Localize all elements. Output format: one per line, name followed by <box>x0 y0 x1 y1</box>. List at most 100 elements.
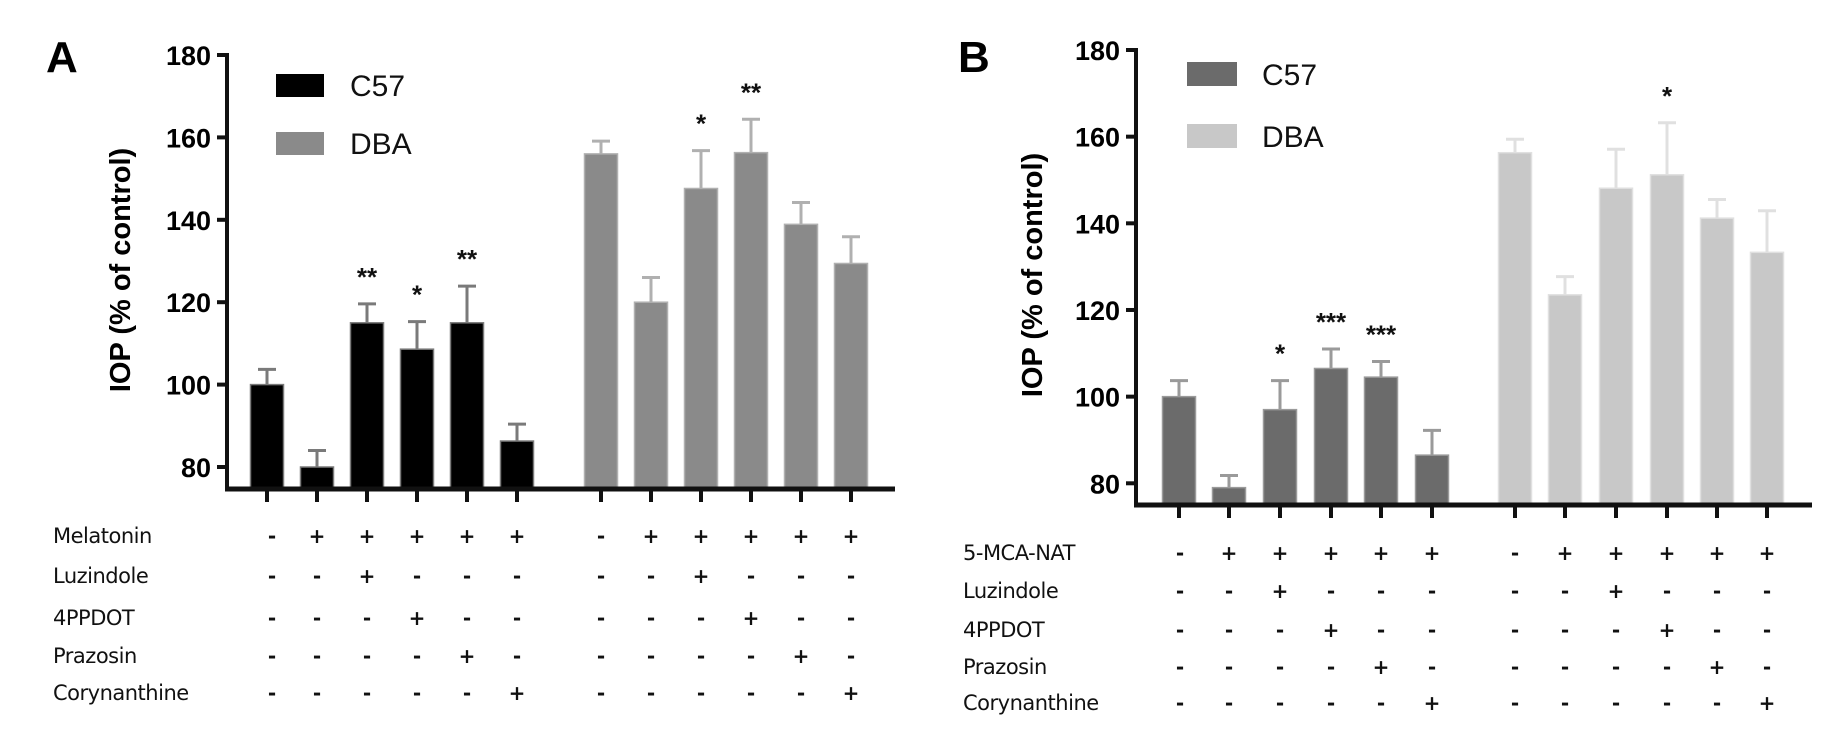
minus-sign: - <box>647 564 655 588</box>
minus-sign: - <box>1713 691 1721 715</box>
bars-a: ******** <box>249 77 869 490</box>
minus-sign: - <box>597 644 605 668</box>
bar-dba <box>583 153 619 490</box>
minus-sign: - <box>1561 655 1569 679</box>
plus-sign: + <box>1659 618 1676 642</box>
minus-sign: - <box>1763 579 1771 603</box>
minus-sign: - <box>313 606 321 630</box>
plus-sign: + <box>693 564 710 588</box>
bar-dba <box>1598 187 1634 506</box>
plus-sign: + <box>509 524 526 548</box>
minus-sign: - <box>1612 691 1620 715</box>
bar-c57 <box>1262 408 1298 506</box>
minus-sign: - <box>268 564 276 588</box>
minus-sign: - <box>513 644 521 668</box>
plus-sign: + <box>793 644 810 668</box>
minus-sign: - <box>697 606 705 630</box>
minus-sign: - <box>268 524 276 548</box>
treatment-label: 5-MCA-NAT <box>963 541 1076 565</box>
plus-sign: + <box>1709 541 1726 565</box>
minus-sign: - <box>597 681 605 705</box>
plus-sign: + <box>793 524 810 548</box>
y-tick-label: 80 <box>181 453 211 483</box>
minus-sign: - <box>747 681 755 705</box>
minus-sign: - <box>463 606 471 630</box>
bar-c57 <box>249 383 285 490</box>
minus-sign: - <box>1276 655 1284 679</box>
y-tick-label: 160 <box>166 123 211 153</box>
bar-c57 <box>1211 486 1247 506</box>
y-axis-ticks-a: 80 100 120 140 160 180 <box>166 41 227 483</box>
minus-sign: - <box>1612 655 1620 679</box>
minus-sign: - <box>1176 655 1184 679</box>
minus-sign: - <box>747 644 755 668</box>
significance-marker: *** <box>1366 320 1397 350</box>
y-tick-label: 140 <box>1075 209 1120 239</box>
minus-sign: - <box>1276 691 1284 715</box>
minus-sign: - <box>1663 655 1671 679</box>
plus-sign: + <box>309 524 326 548</box>
bar-c57 <box>1414 454 1450 506</box>
plus-sign: + <box>1659 541 1676 565</box>
minus-sign: - <box>268 644 276 668</box>
plus-sign: + <box>1424 691 1441 715</box>
minus-sign: - <box>1225 618 1233 642</box>
panel-letter-a: A <box>46 33 78 82</box>
plus-sign: + <box>643 524 660 548</box>
minus-sign: - <box>463 564 471 588</box>
plus-sign: + <box>1608 541 1625 565</box>
plus-sign: + <box>1424 541 1441 565</box>
panel-b: B IOP (% of control) C57 DBA 80 100 120 140… <box>958 33 1812 715</box>
minus-sign: - <box>1276 618 1284 642</box>
y-tick-label: 160 <box>1075 123 1120 153</box>
plus-sign: + <box>1759 691 1776 715</box>
minus-sign: - <box>1176 579 1184 603</box>
treatment-table-b: 5-MCA-NAT - + + + + + - + + + + + Luzindole - - + - - - - - + -… <box>963 541 1775 715</box>
plus-sign: + <box>843 681 860 705</box>
y-tick-label: 140 <box>166 206 211 236</box>
minus-sign: - <box>1225 691 1233 715</box>
y-axis-label-a: IOP (% of control) <box>105 148 137 392</box>
bar-dba <box>1749 251 1785 506</box>
minus-sign: - <box>847 606 855 630</box>
minus-sign: - <box>413 681 421 705</box>
significance-marker: * <box>696 109 707 139</box>
treatment-label: 4PPDOT <box>963 618 1045 642</box>
minus-sign: - <box>1176 541 1184 565</box>
minus-sign: - <box>1561 579 1569 603</box>
bar-c57 <box>299 466 335 490</box>
treatment-label: Luzindole <box>53 564 148 588</box>
legend-swatch-c57 <box>1187 62 1237 86</box>
minus-sign: - <box>1225 655 1233 679</box>
minus-sign: - <box>1713 618 1721 642</box>
significance-marker: ** <box>357 262 378 292</box>
bar-c57 <box>349 322 385 490</box>
significance-marker: * <box>1275 339 1286 369</box>
bar-c57 <box>399 348 435 490</box>
minus-sign: - <box>1663 691 1671 715</box>
plus-sign: + <box>359 564 376 588</box>
minus-sign: - <box>847 644 855 668</box>
bar-c57 <box>499 440 535 490</box>
minus-sign: - <box>1176 618 1184 642</box>
bar-dba <box>1547 294 1583 506</box>
legend-swatch-dba <box>276 132 324 155</box>
y-tick-label: 180 <box>1075 36 1120 66</box>
minus-sign: - <box>1561 618 1569 642</box>
bar-c57 <box>1161 395 1197 506</box>
y-tick-label: 100 <box>1075 383 1120 413</box>
minus-sign: - <box>1663 579 1671 603</box>
axes-b <box>1134 48 1812 518</box>
minus-sign: - <box>1511 579 1519 603</box>
legend-b: C57 DBA <box>1187 59 1324 154</box>
y-tick-label: 80 <box>1090 469 1120 499</box>
plus-sign: + <box>459 524 476 548</box>
minus-sign: - <box>1763 618 1771 642</box>
minus-sign: - <box>268 606 276 630</box>
plus-sign: + <box>509 681 526 705</box>
minus-sign: - <box>513 606 521 630</box>
minus-sign: - <box>413 644 421 668</box>
plus-sign: + <box>1221 541 1238 565</box>
minus-sign: - <box>1763 655 1771 679</box>
